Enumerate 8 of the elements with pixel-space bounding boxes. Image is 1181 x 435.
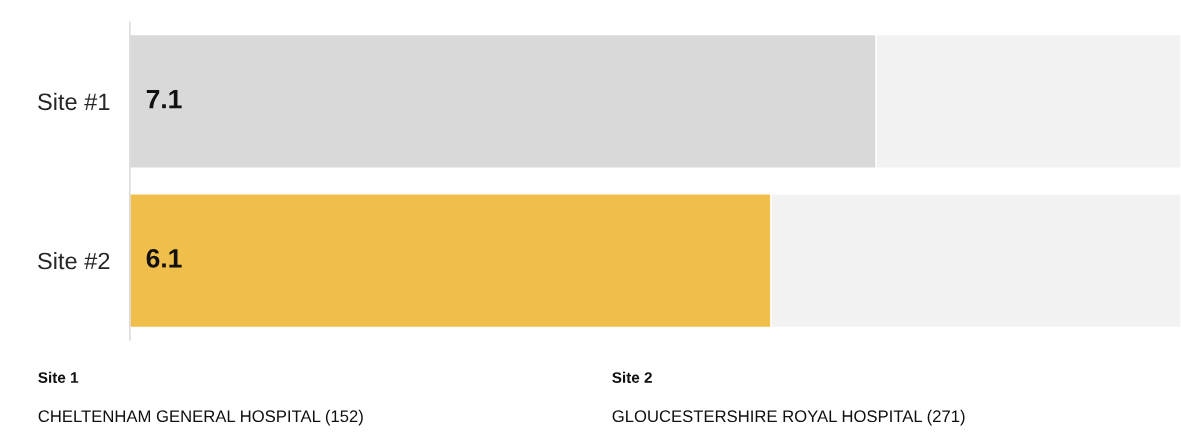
text: GLOUCESTERSHIRE ROYAL HOSPITAL (271) xyxy=(612,409,965,426)
data-label: 6.1 xyxy=(146,248,182,268)
text: Site 2 xyxy=(612,371,652,383)
y-tick-label: Site #1 xyxy=(38,92,110,111)
data-label: 7.1 xyxy=(146,90,182,109)
text: CHELTENHAM GENERAL HOSPITAL (152) xyxy=(38,409,363,426)
y-tick-label: Site #2 xyxy=(38,252,110,270)
text: Site 1 xyxy=(38,371,79,383)
